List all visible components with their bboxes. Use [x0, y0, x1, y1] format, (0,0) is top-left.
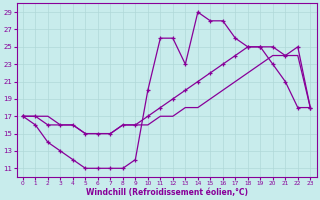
X-axis label: Windchill (Refroidissement éolien,°C): Windchill (Refroidissement éolien,°C) [85, 188, 248, 197]
